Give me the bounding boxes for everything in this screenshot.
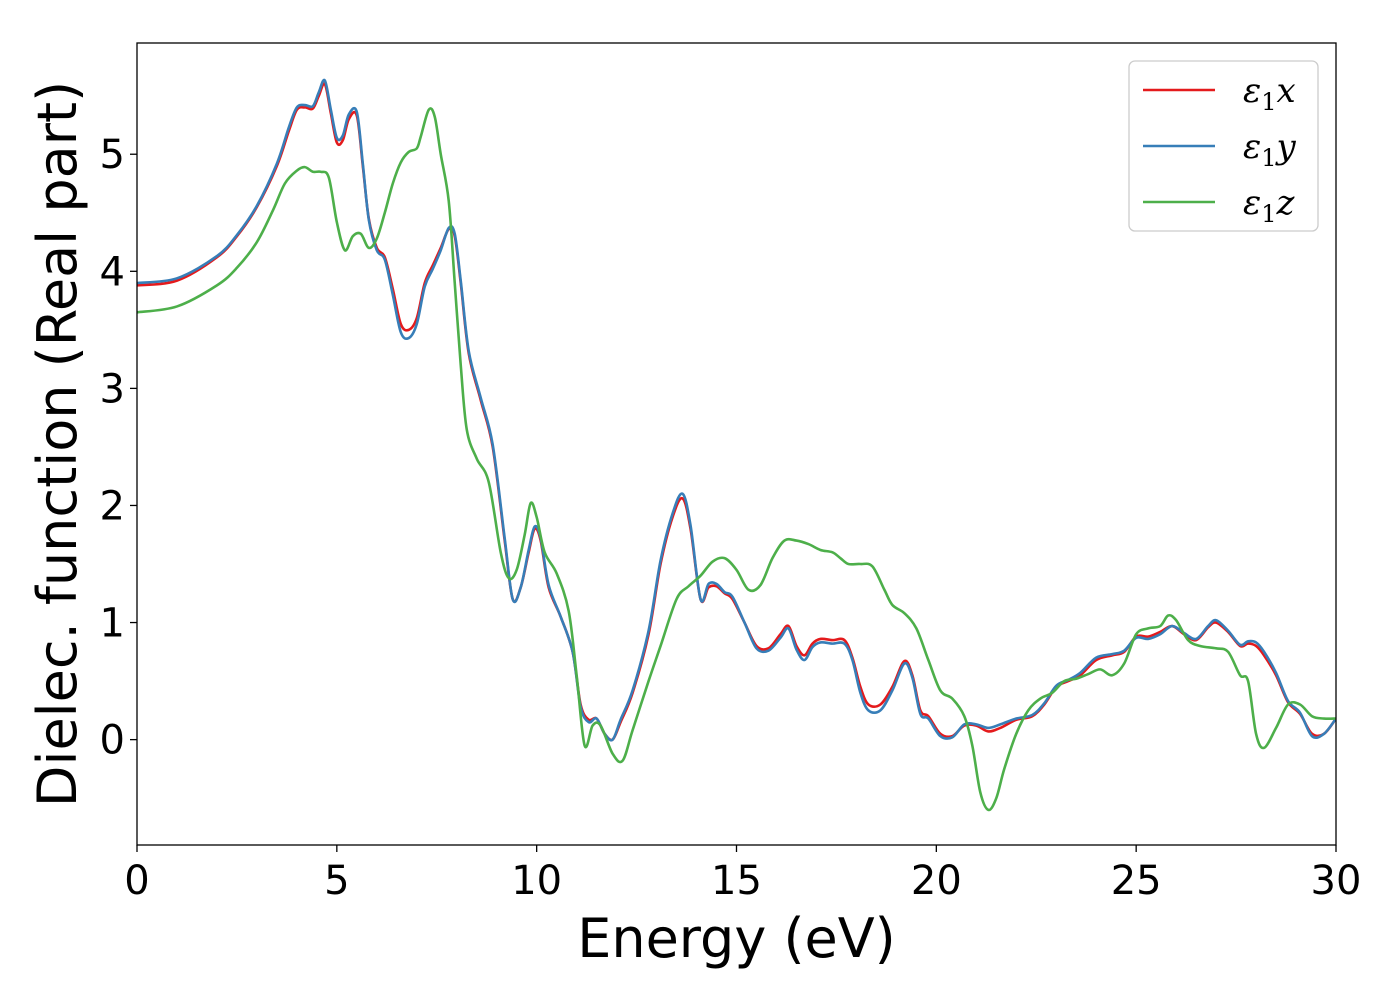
legend-label-z: ε1z [1243,183,1296,228]
x-tick-label: 25 [1111,858,1162,904]
y-tick-label: 1 [100,601,125,647]
y-axis-title: Dielec. function (Real part) [26,81,89,807]
x-tick-label: 10 [511,858,562,904]
x-tick-label: 0 [124,858,149,904]
x-tick-label: 5 [324,858,349,904]
legend-label-x: ε1x [1243,71,1296,116]
legend-label-y: ε1y [1243,127,1297,172]
x-axis-title: Energy (eV) [577,907,896,970]
series-line-z [137,107,1336,812]
x-tick-label: 30 [1311,858,1362,904]
y-axis-ticks: 0 1 2 3 4 5 [100,132,137,764]
y-tick-label: 5 [100,132,125,178]
series-line-y [137,78,1336,742]
legend: ε1x ε1y ε1z [1128,60,1319,232]
x-tick-label: 20 [911,858,962,904]
y-tick-label: 2 [100,483,125,529]
y-tick-label: 3 [100,366,125,412]
series-lines [137,78,1336,812]
y-tick-label: 0 [100,718,125,764]
y-tick-label: 4 [100,249,125,295]
legend-box [1128,60,1319,232]
x-axis-ticks: 0 5 10 15 20 25 30 [124,845,1361,904]
x-tick-label: 15 [711,858,762,904]
